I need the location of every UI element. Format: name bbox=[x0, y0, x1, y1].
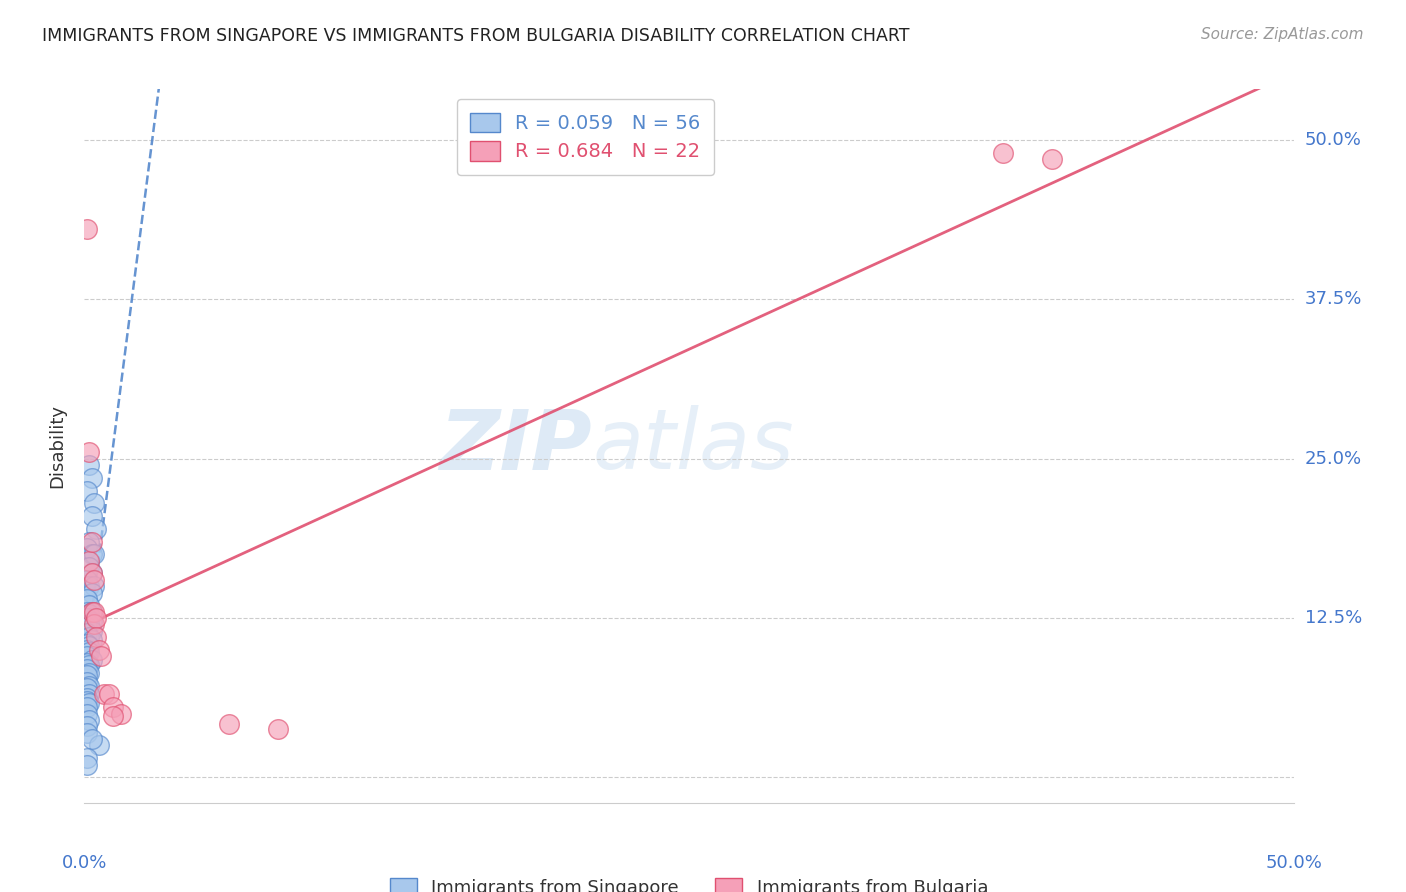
Point bbox=[77, 645, 100, 659]
Point bbox=[80, 615, 103, 629]
Point bbox=[76, 681, 98, 695]
Point bbox=[76, 719, 98, 733]
Point bbox=[83, 579, 105, 593]
Point bbox=[76, 662, 98, 676]
Text: 50.0%: 50.0% bbox=[1265, 854, 1322, 871]
Text: Source: ZipAtlas.com: Source: ZipAtlas.com bbox=[1201, 27, 1364, 42]
Point bbox=[76, 605, 98, 619]
Point bbox=[267, 722, 290, 736]
Text: 37.5%: 37.5% bbox=[1305, 291, 1362, 309]
Text: ZIP: ZIP bbox=[440, 406, 592, 486]
Point bbox=[83, 573, 105, 587]
Point bbox=[80, 471, 103, 485]
Point bbox=[76, 656, 98, 670]
Point bbox=[97, 688, 120, 702]
Point bbox=[86, 522, 108, 536]
Point bbox=[103, 700, 125, 714]
Point bbox=[76, 649, 98, 664]
Point bbox=[77, 713, 100, 727]
Point bbox=[1040, 153, 1063, 167]
Point bbox=[76, 620, 98, 634]
Text: IMMIGRANTS FROM SINGAPORE VS IMMIGRANTS FROM BULGARIA DISABILITY CORRELATION CHA: IMMIGRANTS FROM SINGAPORE VS IMMIGRANTS … bbox=[42, 27, 910, 45]
Point bbox=[76, 626, 98, 640]
Point bbox=[76, 573, 98, 587]
Point bbox=[77, 665, 100, 680]
Point bbox=[76, 611, 98, 625]
Text: 12.5%: 12.5% bbox=[1305, 609, 1362, 627]
Point bbox=[83, 547, 105, 561]
Point bbox=[77, 599, 100, 613]
Y-axis label: Disability: Disability bbox=[48, 404, 66, 488]
Point bbox=[110, 706, 132, 721]
Point bbox=[80, 547, 103, 561]
Point bbox=[76, 541, 98, 555]
Point bbox=[76, 643, 98, 657]
Point bbox=[993, 145, 1015, 160]
Point bbox=[76, 691, 98, 706]
Point bbox=[77, 445, 100, 459]
Text: 25.0%: 25.0% bbox=[1305, 450, 1362, 467]
Point bbox=[77, 688, 100, 702]
Point bbox=[77, 617, 100, 632]
Point bbox=[76, 694, 98, 708]
Text: atlas: atlas bbox=[592, 406, 794, 486]
Point bbox=[77, 554, 100, 568]
Point bbox=[76, 757, 98, 772]
Point bbox=[80, 632, 103, 647]
Point bbox=[76, 668, 98, 682]
Point bbox=[90, 649, 112, 664]
Point bbox=[86, 630, 108, 644]
Point bbox=[80, 585, 103, 599]
Point bbox=[80, 653, 103, 667]
Point bbox=[80, 732, 103, 747]
Point bbox=[77, 534, 100, 549]
Point bbox=[86, 611, 108, 625]
Point bbox=[76, 222, 98, 236]
Point bbox=[83, 617, 105, 632]
Point bbox=[80, 605, 103, 619]
Point bbox=[80, 509, 103, 524]
Text: 0.0%: 0.0% bbox=[62, 854, 107, 871]
Text: 50.0%: 50.0% bbox=[1305, 131, 1361, 149]
Point bbox=[80, 534, 103, 549]
Point bbox=[218, 716, 240, 731]
Point bbox=[76, 700, 98, 714]
Point bbox=[80, 624, 103, 638]
Legend: Immigrants from Singapore, Immigrants from Bulgaria: Immigrants from Singapore, Immigrants fr… bbox=[381, 869, 997, 892]
Point bbox=[87, 739, 110, 753]
Point bbox=[77, 458, 100, 472]
Point bbox=[87, 643, 110, 657]
Point bbox=[76, 591, 98, 606]
Point bbox=[77, 607, 100, 622]
Point bbox=[77, 679, 100, 693]
Point bbox=[77, 560, 100, 574]
Point bbox=[77, 630, 100, 644]
Point bbox=[83, 496, 105, 510]
Point bbox=[76, 751, 98, 765]
Point bbox=[77, 579, 100, 593]
Point bbox=[77, 658, 100, 673]
Point bbox=[80, 566, 103, 581]
Point bbox=[77, 639, 100, 653]
Point bbox=[77, 697, 100, 711]
Point bbox=[83, 605, 105, 619]
Point bbox=[80, 566, 103, 581]
Point bbox=[76, 636, 98, 650]
Point bbox=[76, 706, 98, 721]
Point bbox=[80, 605, 103, 619]
Point bbox=[93, 688, 115, 702]
Point bbox=[103, 709, 125, 723]
Point bbox=[76, 483, 98, 498]
Point bbox=[76, 725, 98, 739]
Point bbox=[76, 674, 98, 689]
